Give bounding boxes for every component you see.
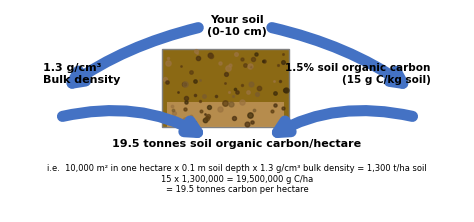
Text: i.e.  10,000 m² in one hectare x 0.1 m soil depth x 1.3 g/cm³ bulk density = 1,3: i.e. 10,000 m² in one hectare x 0.1 m so… bbox=[47, 164, 427, 173]
FancyBboxPatch shape bbox=[167, 102, 284, 127]
Text: 15 x 1,300,000 = 19,500,000 g C/ha: 15 x 1,300,000 = 19,500,000 g C/ha bbox=[161, 175, 313, 184]
FancyBboxPatch shape bbox=[162, 49, 289, 127]
Text: 1.3 g/cm³
Bulk density: 1.3 g/cm³ Bulk density bbox=[43, 63, 120, 85]
Text: = 19.5 tonnes carbon per hectare: = 19.5 tonnes carbon per hectare bbox=[165, 185, 309, 194]
Text: Your soil
(0-10 cm): Your soil (0-10 cm) bbox=[207, 15, 267, 37]
Text: 1.5% soil organic carbon
(15 g C/kg soil): 1.5% soil organic carbon (15 g C/kg soil… bbox=[285, 63, 431, 85]
Text: 19.5 tonnes soil organic carbon/hectare: 19.5 tonnes soil organic carbon/hectare bbox=[112, 139, 362, 149]
